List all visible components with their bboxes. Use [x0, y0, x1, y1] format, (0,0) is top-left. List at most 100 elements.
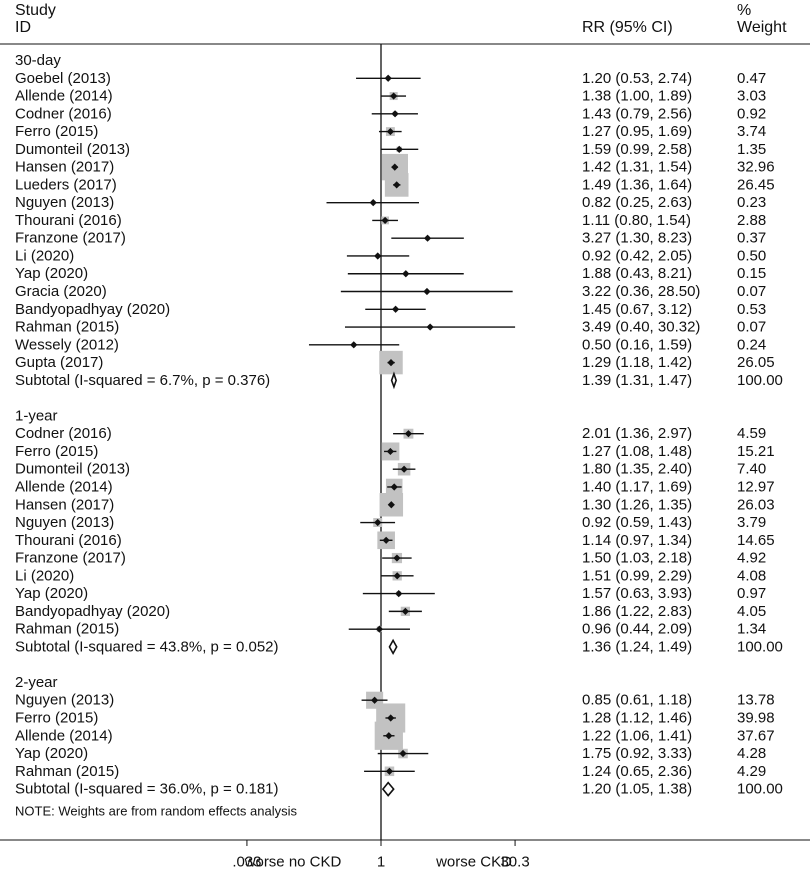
weight-value: 0.15	[737, 265, 766, 282]
point-estimate	[350, 341, 358, 349]
ci-value: 0.92 (0.42, 2.05)	[582, 247, 692, 264]
weight-value: 4.92	[737, 550, 766, 567]
subtotal-ci-value: 1.39 (1.31, 1.47)	[582, 372, 692, 389]
weight-value: 13.78	[737, 692, 775, 709]
study-label: Gupta (2017)	[15, 354, 103, 371]
study-label: Franzone (2017)	[15, 550, 126, 567]
point-estimate	[391, 110, 399, 118]
weight-value: 7.40	[737, 461, 766, 478]
ci-value: 1.43 (0.79, 2.56)	[582, 105, 692, 122]
point-estimate	[374, 518, 382, 527]
study-label: Yap (2020)	[15, 585, 88, 602]
subtotal-diamond	[390, 371, 397, 390]
weights-note: NOTE: Weights are from random effects an…	[15, 803, 298, 818]
ci-value: 1.29 (1.18, 1.42)	[582, 354, 692, 371]
point-estimate	[399, 749, 407, 758]
header-study: Study ID	[15, 2, 56, 36]
point-estimate	[387, 714, 395, 722]
group-label: 30-day	[15, 52, 61, 69]
weight-value: 37.67	[737, 727, 775, 744]
point-estimate	[384, 74, 392, 82]
study-label: Thourani (2016)	[15, 532, 122, 549]
ci-value: 0.92 (0.59, 1.43)	[582, 514, 692, 531]
study-label: Dumonteil (2013)	[15, 141, 130, 158]
group-label: 1-year	[15, 407, 58, 424]
subtotal-diamond	[388, 638, 398, 656]
header-weight-line2: Weight	[737, 19, 787, 36]
subtotal-label: Subtotal (I-squared = 43.8%, p = 0.052)	[15, 638, 279, 655]
study-label: Rahman (2015)	[15, 319, 119, 336]
ci-value: 1.27 (1.08, 1.48)	[582, 443, 692, 460]
ci-value: 1.59 (0.99, 2.58)	[582, 141, 692, 158]
ci-value: 1.75 (0.92, 3.33)	[582, 745, 692, 762]
x-tick-label: .033	[232, 854, 261, 871]
axis-annotation-right: worse CKD	[435, 854, 512, 871]
point-estimate	[404, 430, 413, 438]
point-estimate	[390, 483, 398, 491]
x-axis: .033 1 30.3 worse no CKD worse CKD	[232, 840, 530, 871]
ci-value: 3.49 (0.40, 30.32)	[582, 319, 700, 336]
study-label: Hansen (2017)	[15, 496, 114, 513]
weight-value: 4.28	[737, 745, 766, 762]
point-estimate	[401, 607, 409, 615]
study-label: Ferro (2015)	[15, 443, 98, 460]
study-label: Allende (2014)	[15, 478, 113, 495]
point-estimate	[393, 554, 401, 562]
study-label: Lueders (2017)	[15, 176, 117, 193]
ci-value: 1.42 (1.31, 1.54)	[582, 159, 692, 176]
ci-value: 1.57 (0.63, 3.93)	[582, 585, 692, 602]
weight-value: 4.59	[737, 425, 766, 442]
point-estimate	[400, 465, 408, 473]
ci-value: 1.38 (1.00, 1.89)	[582, 88, 692, 105]
study-label: Nguyen (2013)	[15, 692, 114, 709]
point-estimate	[381, 216, 389, 225]
weight-value: 4.08	[737, 567, 766, 584]
ci-value: 1.51 (0.99, 2.29)	[582, 567, 692, 584]
point-estimate	[369, 199, 377, 207]
ci-value: 0.96 (0.44, 2.09)	[582, 621, 692, 638]
weight-value: 0.53	[737, 301, 766, 318]
weight-value: 3.79	[737, 514, 766, 531]
study-label: Dumonteil (2013)	[15, 461, 130, 478]
study-label: Yap (2020)	[15, 745, 88, 762]
subtotal-ci-value: 1.36 (1.24, 1.49)	[582, 638, 692, 655]
weight-value: 1.34	[737, 621, 766, 638]
subtotal-weight-value: 100.00	[737, 638, 783, 655]
point-estimate	[371, 696, 379, 704]
study-label: Gracia (2020)	[15, 283, 107, 300]
point-estimate	[385, 767, 394, 775]
ci-value: 0.85 (0.61, 1.18)	[582, 692, 692, 709]
weight-value: 32.96	[737, 159, 775, 176]
ci-value: 1.45 (0.67, 3.12)	[582, 301, 692, 318]
study-label: Li (2020)	[15, 247, 74, 264]
weight-value: 0.23	[737, 194, 766, 211]
weight-value: 0.24	[737, 336, 766, 353]
ci-value: 1.27 (0.95, 1.69)	[582, 123, 692, 140]
ci-value: 1.20 (0.53, 2.74)	[582, 70, 692, 87]
ci-value: 3.22 (0.36, 28.50)	[582, 283, 700, 300]
study-label: Allende (2014)	[15, 88, 113, 105]
weight-value: 15.21	[737, 443, 775, 460]
weight-value: 0.07	[737, 283, 766, 300]
point-estimate	[392, 305, 400, 313]
study-label: Wessely (2012)	[15, 336, 119, 353]
subtotal-weight-value: 100.00	[737, 781, 783, 798]
study-label: Ferro (2015)	[15, 709, 98, 726]
point-estimate	[390, 92, 398, 100]
point-estimate	[374, 252, 382, 260]
study-label: Yap (2020)	[15, 265, 88, 282]
subtotal-label: Subtotal (I-squared = 36.0%, p = 0.181)	[15, 781, 279, 798]
study-label: Rahman (2015)	[15, 763, 119, 780]
study-label: Bandyopadhyay (2020)	[15, 301, 170, 318]
ci-value: 1.30 (1.26, 1.35)	[582, 496, 692, 513]
weight-value: 26.03	[737, 496, 775, 513]
ci-value: 1.86 (1.22, 2.83)	[582, 603, 692, 620]
ci-value: 1.49 (1.36, 1.64)	[582, 176, 692, 193]
weight-value: 0.07	[737, 319, 766, 336]
weight-value: 0.92	[737, 105, 766, 122]
point-estimate	[375, 625, 383, 633]
point-estimate	[385, 732, 393, 740]
point-estimate	[423, 234, 432, 242]
study-label: Thourani (2016)	[15, 212, 122, 229]
